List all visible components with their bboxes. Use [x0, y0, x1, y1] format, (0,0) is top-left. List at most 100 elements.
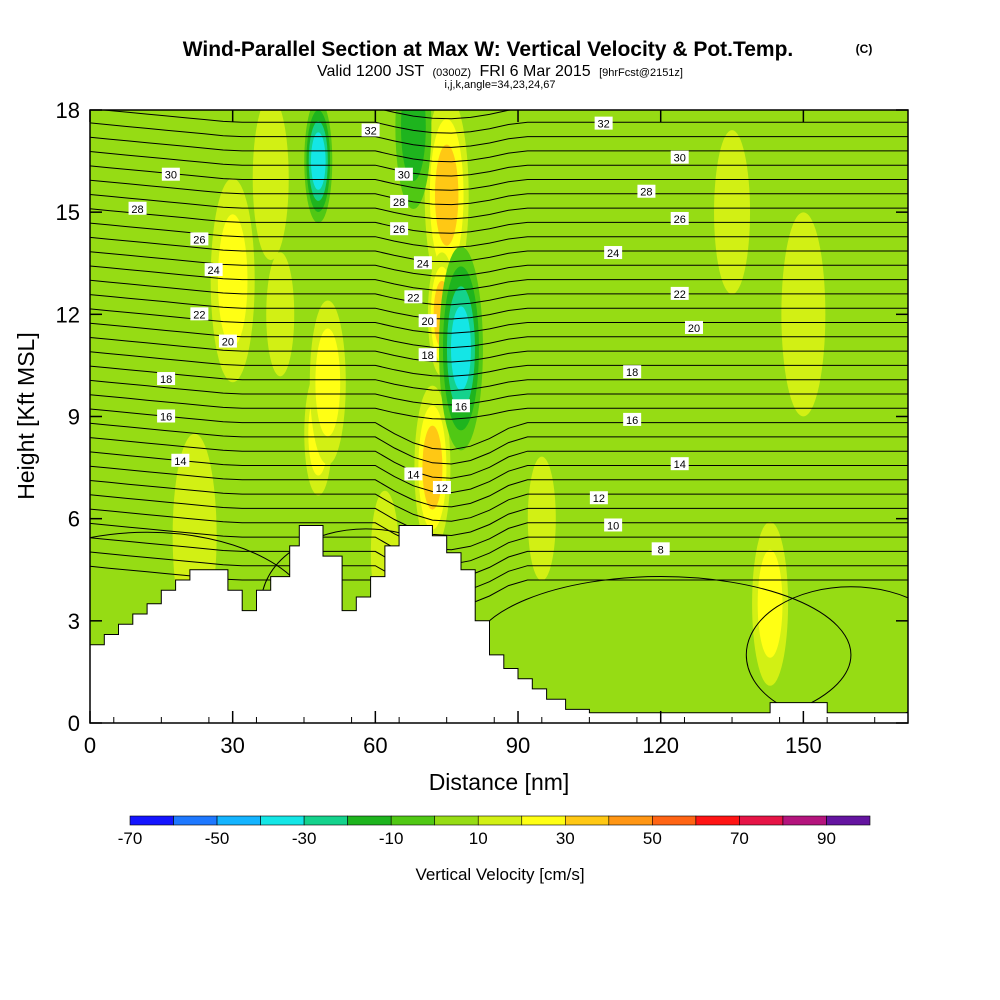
contour-label-text: 28	[640, 187, 652, 199]
contour-label-text: 20	[688, 323, 700, 335]
isentrope	[90, 236, 908, 263]
velocity-cell	[438, 246, 483, 451]
isentrope	[90, 222, 908, 249]
isentrope	[90, 522, 908, 565]
contour-label-text: 30	[674, 153, 686, 165]
colorbar-swatch	[652, 815, 697, 826]
contour-label-box	[432, 481, 451, 495]
contour-label-box	[128, 201, 147, 215]
contour-label-text: 14	[674, 459, 686, 471]
velocity-band	[400, 110, 426, 182]
contour-label-box	[190, 307, 209, 321]
velocity-cell	[252, 110, 289, 261]
isentrope	[90, 365, 908, 392]
colorbar-tick-label: -50	[205, 829, 230, 848]
isentrope	[90, 294, 908, 320]
contour-label-box	[670, 457, 689, 471]
contour-label-text: 22	[193, 309, 205, 321]
contour-label-text: 18	[626, 367, 638, 379]
velocity-cell	[752, 521, 789, 686]
isentrope	[90, 194, 908, 220]
colorbar-title: Vertical Velocity [cm/s]	[415, 865, 584, 884]
velocity-band	[217, 214, 248, 347]
isentrope	[90, 308, 908, 334]
x-tick-label: 30	[220, 733, 244, 758]
colorbar-swatch	[782, 815, 827, 826]
contour-label: 16	[623, 412, 642, 427]
velocity-cell	[527, 456, 556, 581]
contour-label: 24	[204, 263, 223, 277]
contour-label: 32	[361, 123, 380, 137]
contour-label-text: 8	[658, 544, 664, 556]
velocity-band	[434, 144, 459, 246]
colorbar-tick-label: 90	[817, 829, 836, 848]
y-tick-label: 0	[68, 711, 80, 736]
isentrope	[98, 110, 908, 134]
contour-label: 30	[670, 150, 689, 165]
contour-label-text: 14	[174, 456, 186, 468]
subtitle-utc: (0300Z)	[432, 67, 471, 79]
isentrope	[90, 408, 908, 451]
contour-label-text: 16	[455, 401, 467, 413]
contour-label: 32	[594, 116, 613, 131]
contour-label-box	[404, 467, 423, 481]
y-tick-label: 12	[56, 302, 80, 327]
subtitle-indices: i,j,k,angle=34,23,24,67	[444, 79, 555, 91]
contour-label: 10	[604, 518, 623, 532]
colorbar-swatch	[608, 815, 653, 826]
colorbar-swatch	[390, 815, 436, 826]
contour-label: 26	[390, 222, 409, 236]
contour-label: 14	[404, 467, 423, 481]
isentrope	[90, 122, 908, 148]
contour-label-text: 10	[607, 520, 619, 532]
colorbar-swatch	[477, 815, 523, 826]
chart-title: Wind-Parallel Section at Max W: Vertical…	[183, 38, 794, 61]
contour-label-box	[218, 334, 237, 348]
x-tick-label: 120	[642, 733, 679, 758]
contour-label-text: 16	[626, 415, 638, 427]
isentrope	[90, 422, 908, 465]
contour-label-box	[171, 453, 190, 467]
isentrope	[90, 136, 908, 163]
contour-label-text: 26	[193, 234, 205, 246]
contour-label: 20	[418, 314, 437, 328]
isentrope	[90, 179, 908, 206]
axes: 0 30 60 90 120 150 0 3 6 9 12 15 18	[56, 98, 908, 758]
velocity-band	[266, 252, 295, 377]
contour-label: 12	[432, 481, 451, 495]
velocity-cell	[309, 300, 346, 465]
contour-label-box	[390, 222, 409, 236]
contour-label: 20	[684, 320, 703, 335]
x-tick-label: 90	[506, 733, 530, 758]
chart-subtitle: Valid 1200 JST (0300Z) FRI 6 Mar 2015 [9…	[317, 63, 683, 80]
x-tick-label: 60	[363, 733, 387, 758]
contour-label-text: 20	[422, 316, 434, 328]
isentrope	[90, 508, 908, 551]
colorbar-swatch	[739, 815, 784, 826]
terrain	[90, 525, 908, 723]
contour-label: 18	[157, 372, 176, 386]
velocity-band	[310, 132, 326, 190]
contour-label-box	[204, 263, 223, 277]
y-tick-label: 18	[56, 98, 80, 123]
isentrope-closed	[745, 586, 908, 723]
contour-label-text: 28	[393, 197, 405, 209]
colorbar: -70 -50 -30 -10 10 30 50 70 90	[118, 815, 871, 848]
velocity-cell	[304, 110, 333, 224]
colorbar-tick-label: 50	[643, 829, 662, 848]
isentrope	[90, 165, 908, 191]
contour-label: 30	[161, 167, 180, 182]
colorbar-tick-label: -70	[118, 829, 143, 848]
copyright-mark: (C)	[856, 42, 873, 56]
contour-label-box	[651, 542, 670, 556]
contour-label-text: 30	[398, 170, 410, 182]
contour-label-box	[161, 167, 180, 181]
velocity-cell	[210, 178, 255, 383]
contour-label: 24	[413, 256, 432, 270]
contour-label-box	[418, 314, 437, 328]
contour-label-text: 22	[674, 289, 686, 301]
contour-label-text: 28	[131, 204, 143, 216]
x-axis-title: Distance [nm]	[429, 769, 570, 795]
